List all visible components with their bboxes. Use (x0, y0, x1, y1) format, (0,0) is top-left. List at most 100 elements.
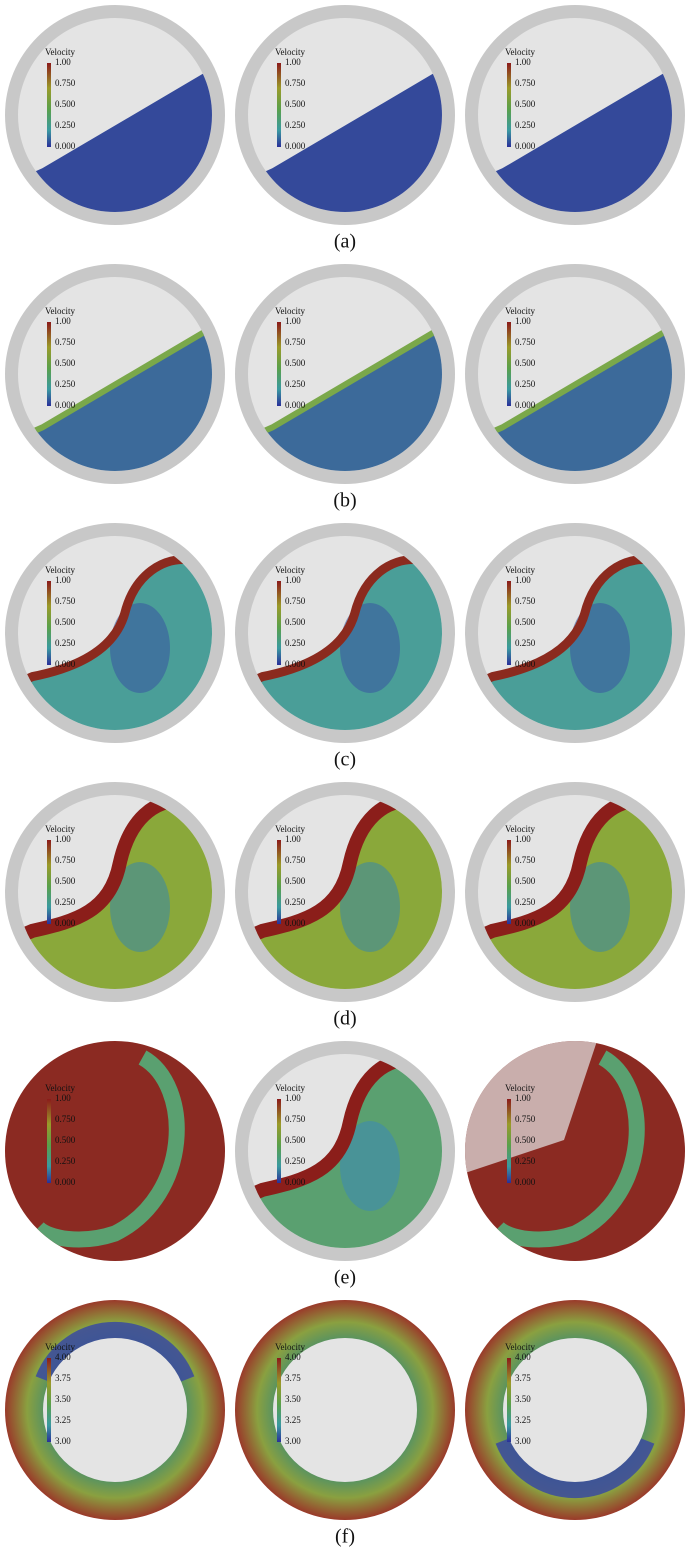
legend-tick: 0.250 (515, 897, 536, 907)
legend-tick: 0.500 (515, 617, 536, 627)
legend-tick: 1.00 (285, 1093, 301, 1103)
legend-tick: 3.00 (55, 1436, 71, 1446)
panel-label: (b) (333, 490, 356, 512)
legend-tick: 0.500 (55, 876, 76, 886)
legend-tick: 0.500 (515, 1135, 536, 1145)
legend-tick: 0.000 (55, 659, 76, 669)
legend-tick: 3.50 (55, 1394, 71, 1404)
colorbar (507, 63, 511, 147)
legend-tick: 0.250 (55, 638, 76, 648)
colorbar (47, 840, 51, 924)
legend-tick: 0.250 (55, 120, 76, 130)
velocity-band (492, 1050, 645, 1248)
legend-tick: 0.500 (285, 358, 306, 368)
legend-title: Velocity (505, 1342, 535, 1352)
legend-tick: 4.00 (55, 1352, 71, 1362)
flowing-layer (478, 555, 672, 696)
legend-tick: 3.50 (285, 1394, 301, 1404)
legend-tick: 4.00 (515, 1352, 531, 1362)
slow-band (35, 1321, 195, 1384)
colorbar (47, 1099, 51, 1183)
legend-tick: 1.00 (55, 316, 71, 326)
particle-bed (248, 325, 442, 471)
legend-title: Velocity (45, 1083, 75, 1093)
legend-tick: 0.000 (55, 400, 76, 410)
slow-core (340, 603, 400, 693)
colorbar (277, 1099, 281, 1183)
legend-tick: 3.00 (515, 1436, 531, 1446)
slow-core (110, 862, 170, 952)
legend-tick: 0.750 (285, 78, 306, 88)
legend-tick: 0.750 (515, 855, 536, 865)
legend-tick: 0.000 (515, 400, 536, 410)
legend-tick: 0.750 (515, 78, 536, 88)
legend-tick: 0.250 (55, 1156, 76, 1166)
legend-title: Velocity (45, 565, 75, 575)
legend-tick: 0.250 (285, 897, 306, 907)
legend-tick: 0.500 (515, 358, 536, 368)
colorbar (47, 322, 51, 406)
legend-tick: 0.250 (55, 897, 76, 907)
slow-core (570, 862, 630, 952)
legend-tick: 0.000 (285, 1177, 306, 1187)
legend-tick: 1.00 (515, 57, 531, 67)
legend-tick: 1.00 (285, 57, 301, 67)
legend-tick: 0.250 (515, 120, 536, 130)
colorbar (277, 581, 281, 665)
legend-tick: 1.00 (55, 834, 71, 844)
slow-core (340, 1121, 400, 1211)
legend-tick: 0.750 (55, 78, 76, 88)
drum-core (43, 1338, 187, 1482)
legend-tick: 0.500 (285, 1135, 306, 1145)
legend-tick: 0.500 (285, 876, 306, 886)
panel-label: (a) (334, 231, 356, 253)
legend-tick: 1.00 (515, 316, 531, 326)
legend-tick: 1.00 (515, 834, 531, 844)
panel-label: (d) (333, 1008, 356, 1030)
legend-tick: 1.00 (285, 575, 301, 585)
legend-tick: 1.00 (55, 1093, 71, 1103)
legend-tick: 0.250 (55, 379, 76, 389)
legend-tick: 1.00 (285, 834, 301, 844)
legend-tick: 0.500 (55, 358, 76, 368)
slow-core (110, 603, 170, 693)
legend-tick: 0.000 (285, 918, 306, 928)
legend-tick: 0.500 (515, 876, 536, 886)
legend-tick: 0.250 (285, 379, 306, 389)
legend-tick: 1.00 (515, 575, 531, 585)
legend-tick: 0.500 (55, 1135, 76, 1145)
legend-title: Velocity (275, 565, 305, 575)
legend-tick: 0.000 (285, 400, 306, 410)
legend-tick: 0.000 (515, 1177, 536, 1187)
colorbar (507, 1099, 511, 1183)
legend-tick: 0.250 (285, 638, 306, 648)
legend-tick: 1.00 (285, 316, 301, 326)
legend-tick: 0.250 (285, 120, 306, 130)
legend-tick: 3.00 (285, 1436, 301, 1446)
panel-label: (f) (335, 1526, 355, 1548)
legend-tick: 0.750 (515, 1114, 536, 1124)
legend-title: Velocity (275, 824, 305, 834)
slow-core (340, 862, 400, 952)
legend-title: Velocity (45, 47, 75, 57)
legend-tick: 0.000 (55, 918, 76, 928)
particle-bed (478, 325, 672, 471)
legend-tick: 0.000 (55, 141, 76, 151)
legend-tick: 0.500 (55, 617, 76, 627)
legend-tick: 0.750 (55, 596, 76, 606)
colorbar (277, 63, 281, 147)
legend-title: Velocity (275, 1342, 305, 1352)
particle-bed (248, 66, 442, 212)
legend-tick: 3.75 (285, 1373, 301, 1383)
legend-tick: 0.750 (285, 1114, 306, 1124)
legend-tick: 1.00 (55, 57, 71, 67)
legend-tick: 0.000 (515, 141, 536, 151)
